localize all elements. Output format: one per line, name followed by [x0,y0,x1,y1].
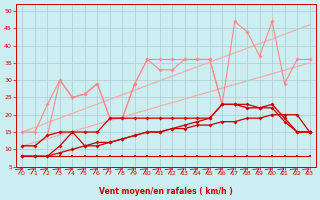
X-axis label: Vent moyen/en rafales ( km/h ): Vent moyen/en rafales ( km/h ) [99,187,233,196]
